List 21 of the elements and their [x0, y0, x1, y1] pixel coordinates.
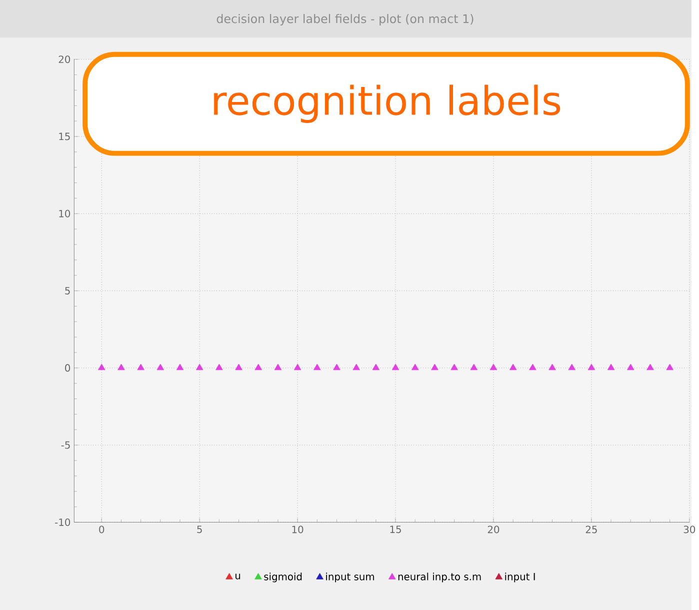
y-tick-label: 20 — [58, 55, 70, 63]
y-tick-label: -10 — [55, 518, 70, 526]
x-tick-label: 15 — [390, 526, 401, 533]
y-tick-label: 0 — [65, 364, 70, 372]
y-tick-label: -5 — [61, 441, 70, 449]
legend-label: u — [236, 574, 240, 580]
y-tick-label: 15 — [59, 132, 70, 140]
chart-title: decision layer label fields - plot (on mact 1) — [216, 14, 474, 26]
x-tick-label: 30 — [684, 526, 696, 534]
x-tick-label: 10 — [292, 526, 304, 534]
legend-label: sigmoid — [264, 572, 302, 582]
annotation: recognition labels — [214, 84, 560, 123]
y-tick-label: 10 — [59, 210, 70, 218]
legend-label: input I — [505, 572, 535, 582]
legend-label: neural inp.to s.m — [398, 572, 481, 582]
y-tick-label: 5 — [65, 286, 70, 294]
x-tick-label: 0 — [99, 526, 104, 534]
legend-label: input sum — [326, 572, 374, 582]
x-tick-label: 5 — [197, 526, 202, 533]
x-tick-label: 20 — [488, 526, 500, 534]
x-tick-label: 25 — [586, 526, 597, 534]
